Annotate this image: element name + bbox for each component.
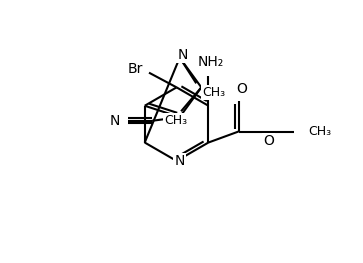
Text: O: O <box>263 134 274 148</box>
Text: NH₂: NH₂ <box>197 55 223 69</box>
Text: O: O <box>236 82 247 96</box>
Text: N: N <box>178 48 188 62</box>
Text: CH₃: CH₃ <box>164 114 187 127</box>
Text: N: N <box>174 154 185 168</box>
Text: Br: Br <box>128 62 143 76</box>
Text: CH₃: CH₃ <box>202 86 225 99</box>
Text: N: N <box>110 114 120 128</box>
Text: CH₃: CH₃ <box>309 125 331 138</box>
